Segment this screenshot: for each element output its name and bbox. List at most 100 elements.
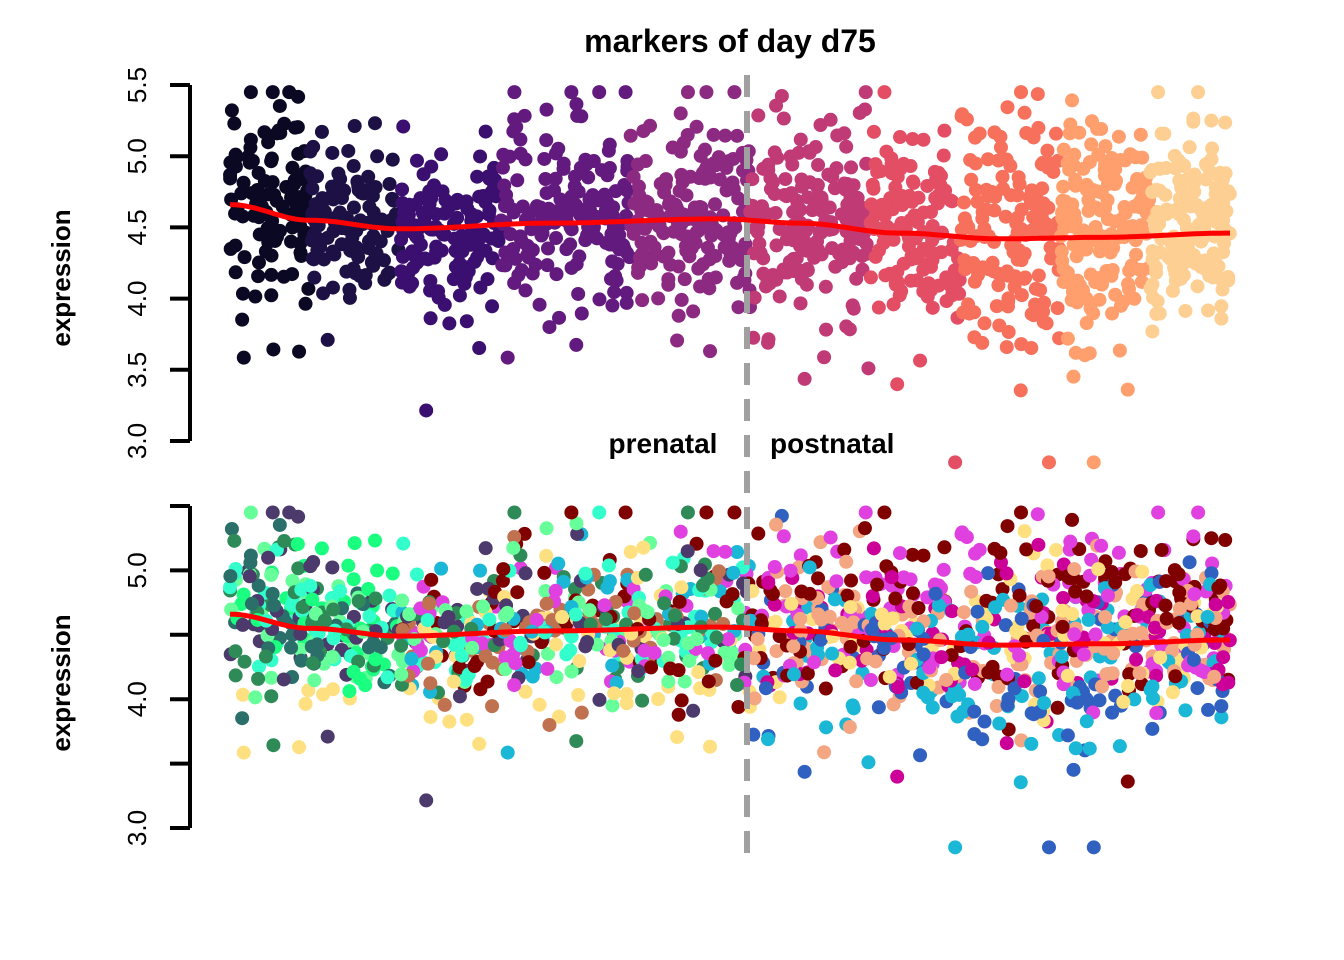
data-point (661, 674, 676, 689)
data-point (234, 186, 249, 201)
data-point (261, 550, 276, 565)
data-point (583, 208, 598, 223)
data-point (1147, 212, 1162, 227)
data-point (1204, 113, 1219, 128)
data-point (1098, 200, 1113, 215)
data-point (665, 140, 680, 155)
data-point (778, 584, 793, 599)
data-point (564, 222, 579, 237)
data-point (1000, 667, 1015, 682)
data-point (811, 157, 826, 172)
data-point (402, 197, 417, 212)
data-point (368, 180, 383, 195)
data-point (839, 554, 854, 569)
data-point (465, 234, 480, 249)
data-point (761, 732, 776, 747)
data-point (886, 297, 901, 312)
data-point (495, 160, 510, 175)
data-point (1009, 624, 1024, 639)
data-point (647, 240, 662, 255)
data-point (473, 149, 488, 164)
data-point (871, 700, 886, 715)
data-point (423, 676, 438, 691)
data-point (496, 562, 511, 577)
data-point (564, 505, 579, 520)
data-point (385, 152, 400, 167)
data-point (1172, 585, 1187, 600)
data-point (1065, 197, 1080, 212)
data-point (248, 690, 263, 705)
data-point (508, 656, 523, 671)
data-point (691, 261, 706, 276)
data-point (413, 237, 428, 252)
data-point (823, 112, 838, 127)
data-point (689, 225, 704, 240)
data-point (1116, 694, 1131, 709)
data-point (452, 256, 467, 271)
data-point (717, 645, 732, 660)
data-point (1049, 126, 1064, 141)
data-point (382, 176, 397, 191)
data-point (991, 278, 1006, 293)
data-point (730, 275, 745, 290)
data-point (346, 159, 361, 174)
data-point (420, 252, 435, 267)
data-point (802, 560, 817, 575)
data-point (837, 542, 852, 557)
data-point (608, 595, 623, 610)
data-point (725, 175, 740, 190)
data-point (419, 403, 434, 418)
data-point (424, 159, 439, 174)
data-point (605, 698, 620, 713)
data-point (1191, 85, 1206, 100)
data-point (251, 659, 266, 674)
data-point (1000, 298, 1015, 313)
data-point (993, 545, 1008, 560)
data-point (1190, 279, 1205, 294)
data-point (1072, 125, 1087, 140)
data-point (657, 596, 672, 611)
data-point (956, 704, 971, 719)
data-point (437, 697, 452, 712)
data-point (508, 251, 523, 266)
data-point (521, 250, 536, 265)
data-point (904, 656, 919, 671)
data-point (1149, 706, 1164, 721)
data-point (1079, 714, 1094, 729)
data-point (571, 286, 586, 301)
data-point (767, 187, 782, 202)
data-point (264, 267, 279, 282)
data-point (404, 651, 419, 666)
data-point (636, 540, 651, 555)
data-point (671, 707, 686, 722)
data-point (866, 124, 881, 139)
data-point (1037, 695, 1052, 710)
data-point (839, 139, 854, 154)
data-point (459, 712, 474, 727)
data-point (769, 238, 784, 253)
data-point (592, 292, 607, 307)
data-point (1098, 610, 1113, 625)
data-point (264, 154, 279, 169)
data-point (863, 673, 878, 688)
data-point (686, 304, 701, 319)
data-point (1068, 345, 1083, 360)
data-point (495, 573, 510, 588)
data-point (1026, 210, 1041, 225)
data-point (1079, 589, 1094, 604)
data-point (605, 254, 620, 269)
data-point (627, 196, 642, 211)
data-point (446, 674, 461, 689)
data-point (570, 108, 585, 123)
data-point (995, 582, 1010, 597)
data-point (956, 305, 971, 320)
data-point (1019, 126, 1034, 141)
data-point (1099, 667, 1114, 682)
data-point (368, 247, 383, 262)
data-point (294, 248, 309, 263)
data-point (1065, 607, 1080, 622)
data-point (783, 563, 798, 578)
data-point (975, 335, 990, 350)
data-point (666, 631, 681, 646)
data-point (266, 342, 281, 357)
